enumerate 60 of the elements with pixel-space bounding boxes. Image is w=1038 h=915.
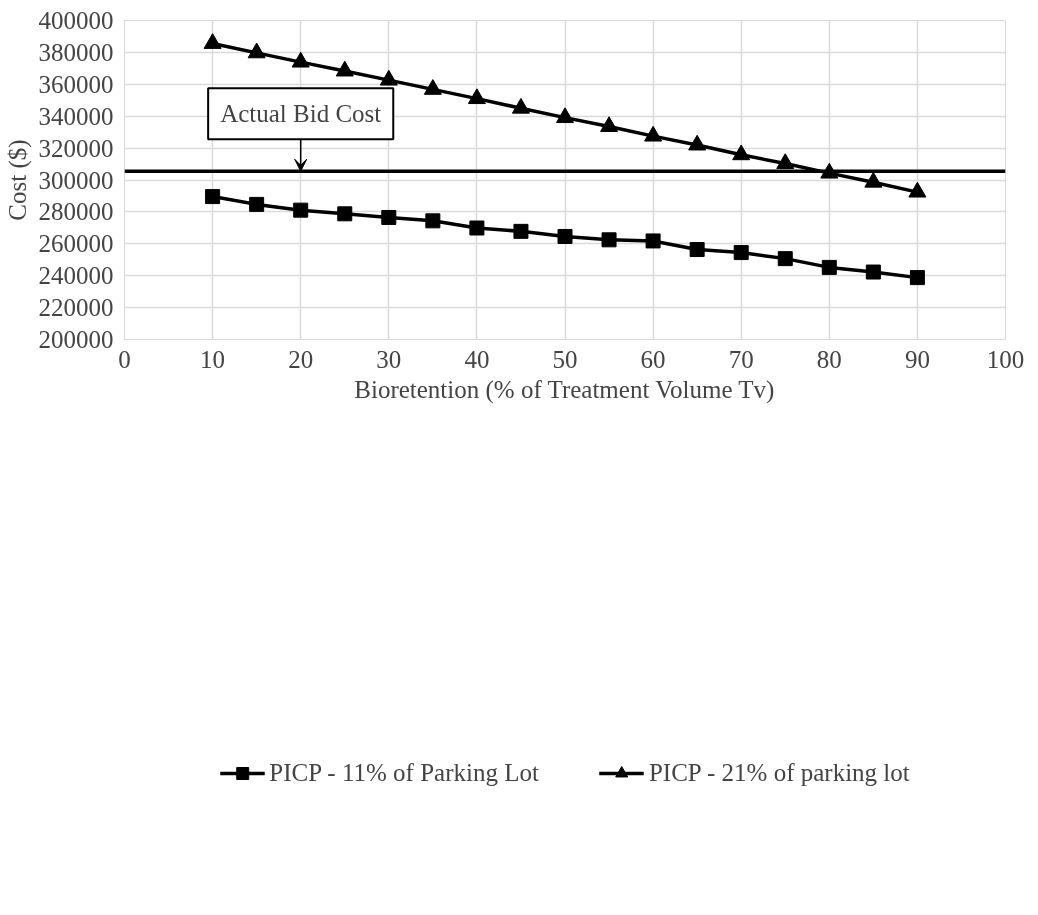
point xyxy=(909,270,925,286)
point xyxy=(511,97,530,114)
point xyxy=(601,232,617,248)
point xyxy=(557,228,573,244)
y-axis-title: Cost ($) xyxy=(3,139,32,221)
y-tick-label: 280000 xyxy=(38,198,114,226)
legend-label: PICP - 21% of parking lot xyxy=(648,757,910,788)
point xyxy=(600,116,619,132)
point xyxy=(381,209,397,225)
point xyxy=(777,251,793,267)
point xyxy=(423,79,442,95)
point xyxy=(425,213,441,229)
point xyxy=(776,153,795,169)
point xyxy=(203,33,222,49)
point xyxy=(908,181,927,198)
x-tick-label: 80 xyxy=(816,345,842,373)
point xyxy=(688,134,707,151)
y-tick-label: 300000 xyxy=(38,166,114,194)
point xyxy=(249,196,265,212)
y-tick-label: 380000 xyxy=(38,38,114,66)
point xyxy=(513,223,529,239)
point xyxy=(469,220,485,236)
ref-line-label: Actual Bid Cost xyxy=(220,100,382,128)
x-tick-label: 90 xyxy=(904,345,930,373)
point xyxy=(645,233,661,249)
point xyxy=(293,202,309,218)
y-tick-label: 240000 xyxy=(38,262,114,290)
x-tick-label: 20 xyxy=(288,345,314,373)
y-tick-label: 320000 xyxy=(38,134,114,162)
x-tick-label: 10 xyxy=(200,345,226,373)
y-tick-label: 340000 xyxy=(38,102,114,130)
point xyxy=(864,171,883,188)
x-tick-label: 40 xyxy=(464,345,490,373)
point xyxy=(644,125,663,142)
x-tick-label: 50 xyxy=(552,345,578,373)
y-tick-label: 220000 xyxy=(38,294,114,322)
x-tick-label: 70 xyxy=(728,345,754,373)
point xyxy=(379,69,398,86)
point xyxy=(732,144,751,161)
point xyxy=(291,51,310,68)
y-tick-label: 260000 xyxy=(38,230,114,258)
point xyxy=(556,107,574,124)
x-tick-label: 0 xyxy=(118,345,131,373)
point xyxy=(467,88,486,105)
point xyxy=(689,242,705,258)
point xyxy=(247,42,266,59)
x-tick-label: 100 xyxy=(986,345,1025,373)
x-tick-label: 30 xyxy=(376,345,402,373)
y-tick-label: 360000 xyxy=(38,70,114,98)
legend-label: PICP - 11% of Parking Lot xyxy=(269,757,539,788)
point xyxy=(337,206,353,222)
point xyxy=(821,259,837,275)
y-tick-label: 200000 xyxy=(38,326,114,353)
point xyxy=(205,189,221,205)
point xyxy=(865,264,881,280)
x-axis-title: Bioretention (% of Treatment Volume Tv) xyxy=(354,375,775,404)
x-tick-label: 60 xyxy=(640,345,666,373)
point xyxy=(335,60,354,77)
y-tick-label: 400000 xyxy=(38,7,114,34)
point xyxy=(733,245,749,261)
